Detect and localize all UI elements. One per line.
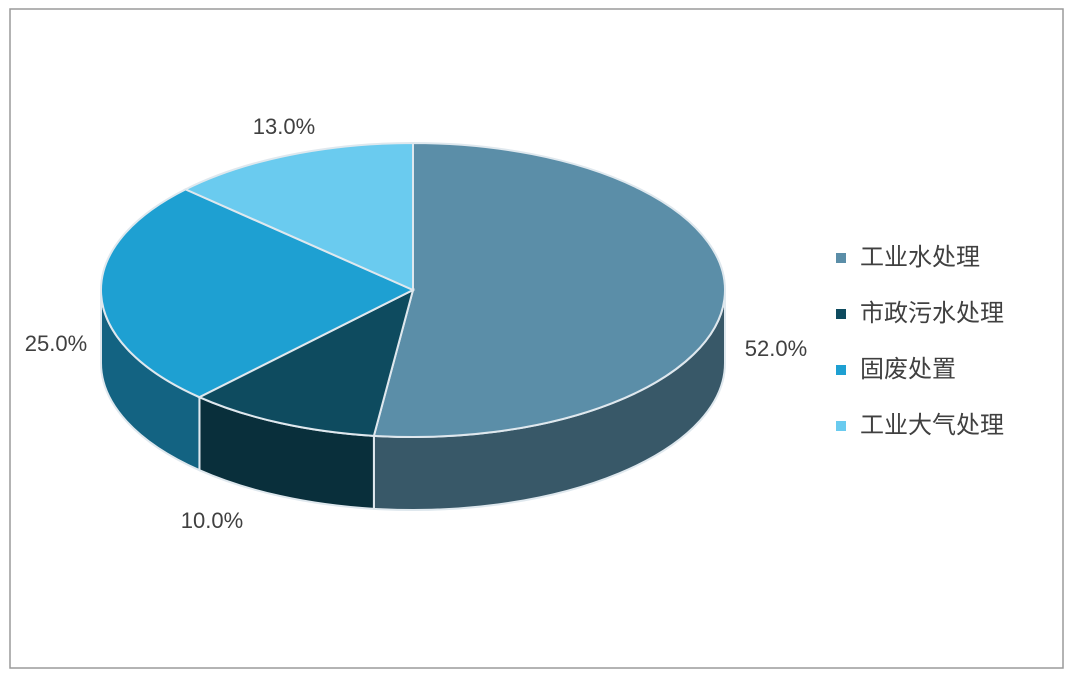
pie-slice [100,188,416,399]
legend-swatch [836,365,846,375]
legend-label: 固废处置 [860,355,956,383]
data-label: 52.0% [745,336,807,361]
legend-label: 工业水处理 [860,243,980,271]
legend-label: 工业大气处理 [860,411,1004,439]
data-label: 25.0% [25,331,87,356]
pie-slice [372,141,726,438]
legend-swatch [836,253,846,263]
pie-slice [197,288,415,437]
pie-slice [183,141,414,292]
legend-swatch [836,309,846,319]
legend-swatch [836,421,846,431]
data-label: 10.0% [181,508,243,533]
legend-label: 市政污水处理 [860,299,1004,327]
data-label: 13.0% [253,114,315,139]
